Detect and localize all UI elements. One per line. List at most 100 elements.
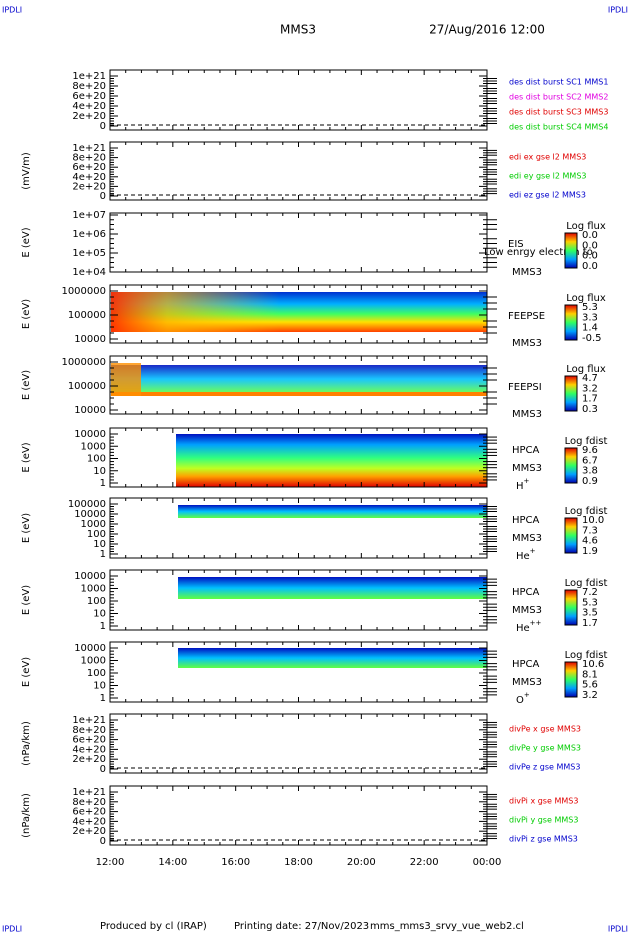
x-tick-label: 12:00 xyxy=(96,857,125,868)
legend-entry: divPe x gse MMS3 xyxy=(509,725,581,734)
y-tick-label: 6e+20 xyxy=(72,91,106,102)
y-tick-label: 10000 xyxy=(74,571,106,582)
species-base: He xyxy=(516,623,530,634)
y-tick-label: 1e+21 xyxy=(72,143,106,154)
y-tick-label: 1 xyxy=(100,549,106,560)
y-tick-label: 100000 xyxy=(68,381,106,392)
y-tick-label: 0 xyxy=(100,191,106,202)
y-axis-label: E (eV) xyxy=(21,585,32,615)
y-tick-label: 10 xyxy=(93,681,106,692)
y-tick-label: 1 xyxy=(100,621,106,632)
colorbar-tick-label: 0.3 xyxy=(582,404,598,415)
colorbar-title: Log fdist xyxy=(565,506,608,517)
y-tick-label: 4e+20 xyxy=(72,816,106,827)
panel-frame xyxy=(109,141,488,201)
colorbar-tick-label: 7.2 xyxy=(582,587,598,598)
spectrogram xyxy=(111,392,487,396)
y-tick-label: 10000 xyxy=(74,643,106,654)
y-tick-label: 1 xyxy=(100,478,106,489)
spectrogram xyxy=(111,365,487,393)
spacecraft-label: MMS3 xyxy=(512,267,542,278)
colorbar-tick-label: 6.7 xyxy=(582,455,598,466)
panel-frame xyxy=(109,69,488,131)
instrument-label: FEEPSE xyxy=(508,311,545,322)
spacecraft-label: MMS3 xyxy=(512,677,542,688)
y-tick-label: 100 xyxy=(87,668,106,679)
printing-date: Printing date: 27/Nov/2023 xyxy=(234,921,369,932)
y-tick-label: 1000 xyxy=(81,441,106,452)
file-name: mms_mms3_srvy_vue_web2.cl xyxy=(370,921,524,932)
y-tick-label: 1000 xyxy=(81,519,106,530)
instrument-label: HPCA xyxy=(512,659,540,670)
colorbar-tick-label: 8.1 xyxy=(582,669,598,680)
legend-entry: edi ey gse l2 MMS3 xyxy=(509,172,587,181)
colorbar-title: Log fdist xyxy=(565,436,608,447)
colorbar-tick-label: 5.3 xyxy=(582,302,598,313)
y-tick-label: 1000000 xyxy=(61,357,106,368)
instrument-label: EIS xyxy=(508,239,524,250)
colorbar-tick-label: 3.2 xyxy=(582,690,598,701)
y-axis-label: E (eV) xyxy=(21,227,32,257)
y-tick-label: 10 xyxy=(93,539,106,550)
y-axis-label: (nPa/km) xyxy=(21,793,32,838)
y-tick-label: 1e+05 xyxy=(72,248,106,259)
y-tick-label: 1e+07 xyxy=(72,210,106,221)
species-base: He xyxy=(516,551,530,562)
x-tick-label: 00:00 xyxy=(473,857,502,868)
spectrogram xyxy=(178,505,487,518)
species-label: He++ xyxy=(516,619,542,634)
legend-entry: edi ez gse l2 MMS3 xyxy=(509,191,586,200)
y-axis-label: E (eV) xyxy=(21,657,32,687)
spacecraft-label: MMS3 xyxy=(512,409,542,420)
colorbar-tick-label: 10.0 xyxy=(582,515,604,526)
y-tick-label: 2e+20 xyxy=(72,181,106,192)
corner-label: IPDLI xyxy=(608,6,628,15)
legend-entry: divPe y gse MMS3 xyxy=(509,744,581,753)
colorbar xyxy=(564,232,578,269)
spacecraft-label: MMS3 xyxy=(512,533,542,544)
x-tick-label: 18:00 xyxy=(284,857,313,868)
legend-entry: des dist burst SC2 MMS2 xyxy=(509,93,608,102)
legend-entry: des dist burst SC1 MMS1 xyxy=(509,78,608,87)
y-tick-label: 10000 xyxy=(74,429,106,440)
legend-entry: divPi x gse MMS3 xyxy=(509,797,578,806)
y-tick-label: 10000 xyxy=(74,334,106,345)
spectrogram xyxy=(111,363,141,396)
y-tick-label: 1e+21 xyxy=(72,787,106,798)
colorbar-tick-label: 0.9 xyxy=(582,476,598,487)
corner-label: IPDLI xyxy=(2,6,22,15)
spacecraft-label: MMS3 xyxy=(512,605,542,616)
colorbar-tick-label: 3.8 xyxy=(582,466,598,477)
species-charge: + xyxy=(530,547,536,555)
colorbar xyxy=(564,447,578,484)
colorbar-tick-label: 0.0 xyxy=(582,251,598,262)
legend-entry: edi ex gse l2 MMS3 xyxy=(509,153,586,162)
species-label: O+ xyxy=(516,691,530,706)
colorbar xyxy=(564,661,578,698)
corner-label: IPDLI xyxy=(608,925,628,934)
colorbar-tick-label: 0.0 xyxy=(582,230,598,241)
colorbar-tick-label: 0.0 xyxy=(582,240,598,251)
colorbar-tick-label: 0.0 xyxy=(582,261,598,272)
instrument-label: FEEPSI xyxy=(508,382,542,393)
species-base: O xyxy=(516,695,524,706)
legend-entry: divPe z gse MMS3 xyxy=(509,763,580,772)
colorbar-title: Log flux xyxy=(566,221,606,232)
spectrogram xyxy=(178,577,487,599)
instrument-label: HPCA xyxy=(512,515,540,526)
y-tick-label: 6e+20 xyxy=(72,735,106,746)
y-tick-label: 2e+20 xyxy=(72,754,106,765)
spectrogram xyxy=(178,648,487,668)
instrument-label: HPCA xyxy=(512,445,540,456)
spacecraft-label: MMS3 xyxy=(512,338,542,349)
colorbar xyxy=(564,304,578,341)
colorbar-tick-label: 1.4 xyxy=(582,323,598,334)
y-tick-label: 100 xyxy=(87,529,106,540)
corner-label: IPDLI xyxy=(2,925,22,934)
title: MMS3 xyxy=(280,23,316,37)
y-tick-label: 1000 xyxy=(81,584,106,595)
y-tick-label: 100000 xyxy=(68,310,106,321)
colorbar-tick-label: -0.5 xyxy=(582,333,602,344)
colorbar-title: Log flux xyxy=(566,364,606,375)
